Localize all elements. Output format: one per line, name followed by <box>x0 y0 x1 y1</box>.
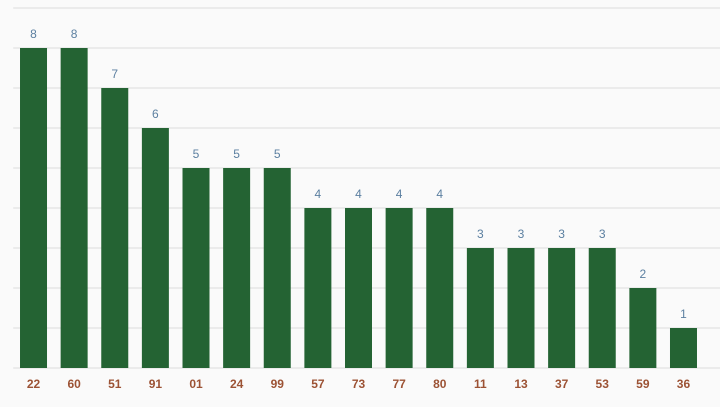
x-tick-label: 53 <box>596 377 610 391</box>
bar <box>141 128 169 368</box>
bar <box>669 328 697 368</box>
x-tick-label: 22 <box>27 377 41 391</box>
x-tick-label: 51 <box>108 377 122 391</box>
bar <box>20 48 48 368</box>
bar <box>182 168 210 368</box>
x-tick-label: 57 <box>311 377 325 391</box>
value-label: 3 <box>599 227 606 241</box>
bar <box>223 168 251 368</box>
x-tick-label: 36 <box>677 377 691 391</box>
value-label: 8 <box>30 27 37 41</box>
value-label: 5 <box>233 147 240 161</box>
value-label: 4 <box>315 187 322 201</box>
x-tick-label: 60 <box>67 377 81 391</box>
value-label: 7 <box>111 67 118 81</box>
value-label: 4 <box>355 187 362 201</box>
value-label: 4 <box>436 187 443 201</box>
bar <box>426 208 454 368</box>
bar <box>385 208 413 368</box>
bar <box>345 208 372 368</box>
x-tick-label: 73 <box>352 377 366 391</box>
x-tick-label: 11 <box>474 377 487 391</box>
value-label: 5 <box>274 147 281 161</box>
bar <box>304 208 332 368</box>
bar <box>60 48 88 368</box>
value-label: 1 <box>680 307 687 321</box>
x-tick-label: 91 <box>149 377 163 391</box>
x-tick-label: 59 <box>636 377 650 391</box>
x-tick-label: 77 <box>392 377 406 391</box>
value-label: 6 <box>152 107 159 121</box>
value-label: 3 <box>518 227 525 241</box>
value-label: 4 <box>396 187 403 201</box>
bar <box>629 288 657 368</box>
x-tick-label: 37 <box>555 377 569 391</box>
bar <box>263 168 291 368</box>
x-tick-label: 80 <box>433 377 447 391</box>
bar <box>548 248 576 368</box>
bar <box>588 248 616 368</box>
x-tick-label: 13 <box>514 377 528 391</box>
value-label: 3 <box>477 227 484 241</box>
value-label: 3 <box>558 227 565 241</box>
bar <box>507 248 535 368</box>
x-tick-label: 24 <box>230 377 244 391</box>
x-tick-label: 99 <box>271 377 285 391</box>
value-label: 8 <box>71 27 78 41</box>
bar <box>466 248 494 368</box>
value-label: 5 <box>193 147 200 161</box>
value-label: 2 <box>640 267 647 281</box>
x-tick-label: 01 <box>189 377 203 391</box>
bar <box>101 88 129 368</box>
